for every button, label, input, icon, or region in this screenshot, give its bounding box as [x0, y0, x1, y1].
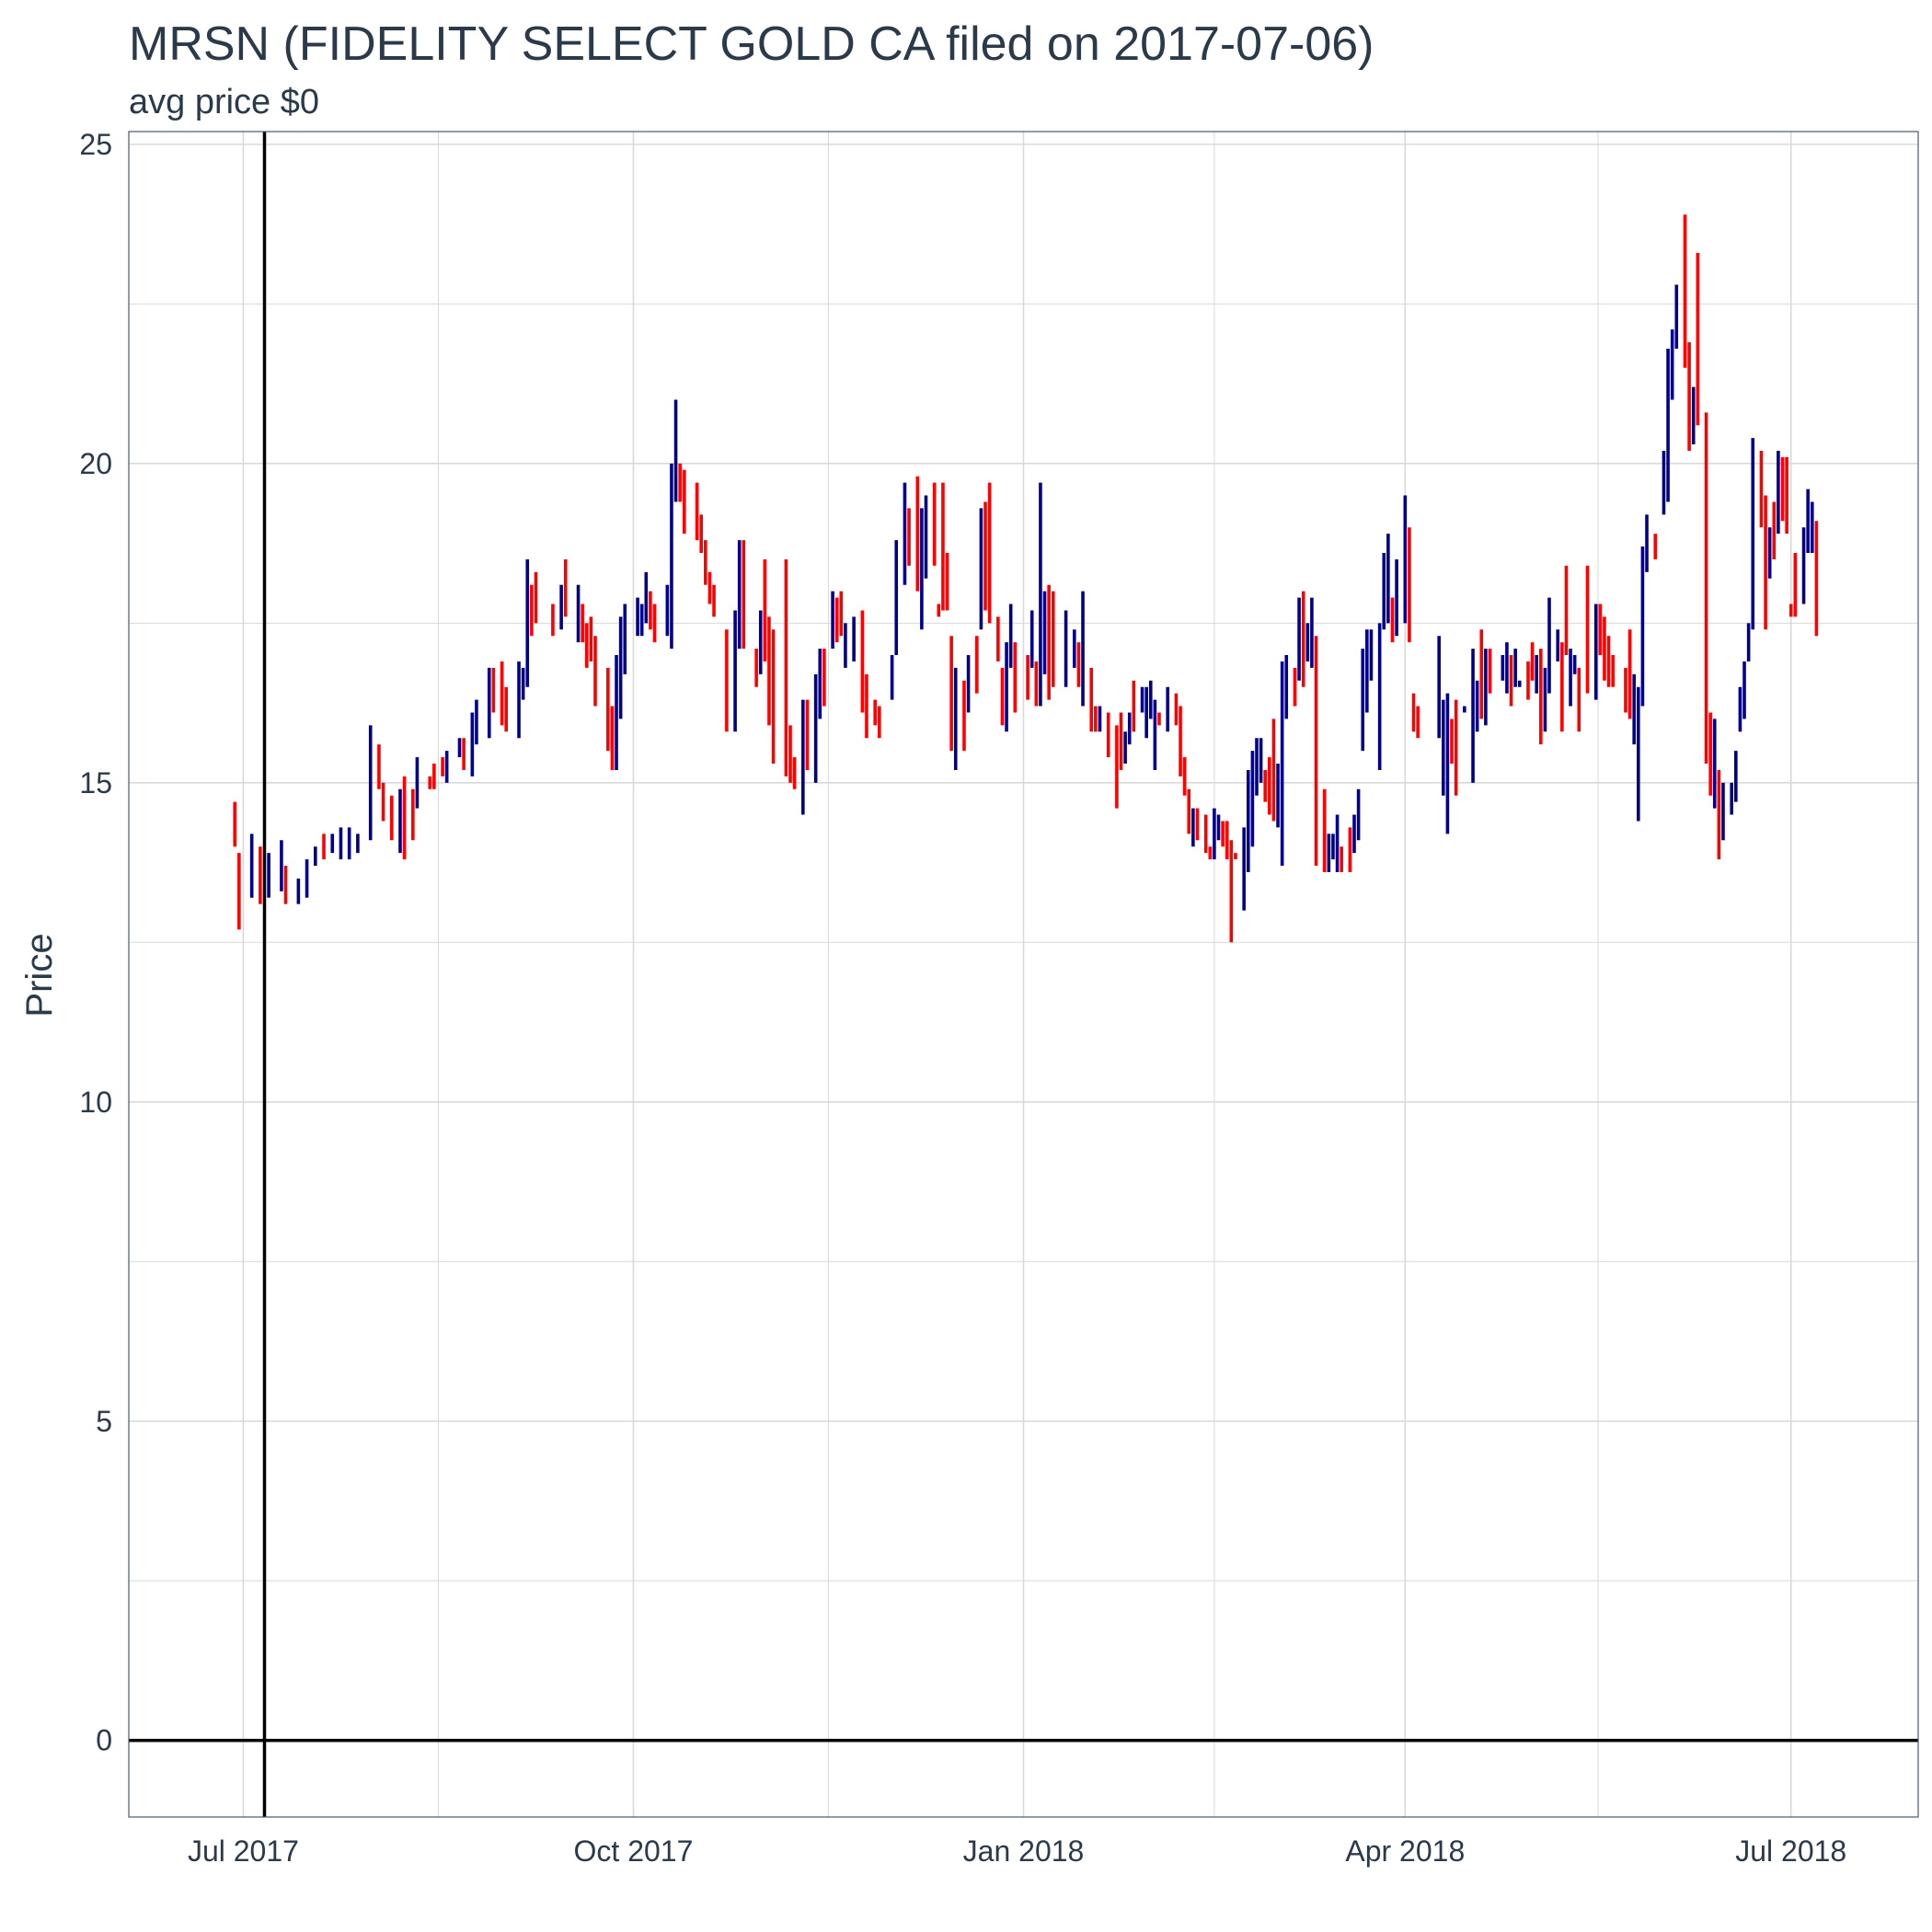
- x-tick-label: Jan 2018: [963, 1834, 1085, 1868]
- x-tick-label: Apr 2018: [1345, 1834, 1465, 1868]
- y-tick-label: 20: [79, 447, 112, 480]
- reference-lines: [129, 132, 1918, 1817]
- x-tick-label: Jul 2018: [1735, 1834, 1846, 1868]
- y-tick-label: 10: [79, 1086, 112, 1119]
- chart-title: MRSN (FIDELITY SELECT GOLD CA filed on 2…: [129, 17, 1374, 71]
- y-tick-label: 15: [79, 766, 112, 799]
- ohlc-bars: [233, 214, 1819, 943]
- y-tick-label: 5: [96, 1405, 112, 1438]
- chart-subtitle: avg price $0: [129, 83, 320, 121]
- grid-lines: [129, 132, 1918, 1817]
- plot-border: [128, 131, 1919, 1818]
- x-tick-label: Oct 2017: [574, 1834, 694, 1868]
- axes: 0 5 10 15 20 25 Jul 2017 Oct 2017 Jan 2018 Apr 20…: [79, 128, 1919, 1868]
- y-tick-label: 0: [96, 1724, 112, 1757]
- x-tick-label: Jul 2017: [188, 1834, 299, 1868]
- y-tick-label: 25: [79, 128, 112, 161]
- y-axis-label: Price: [19, 933, 60, 1017]
